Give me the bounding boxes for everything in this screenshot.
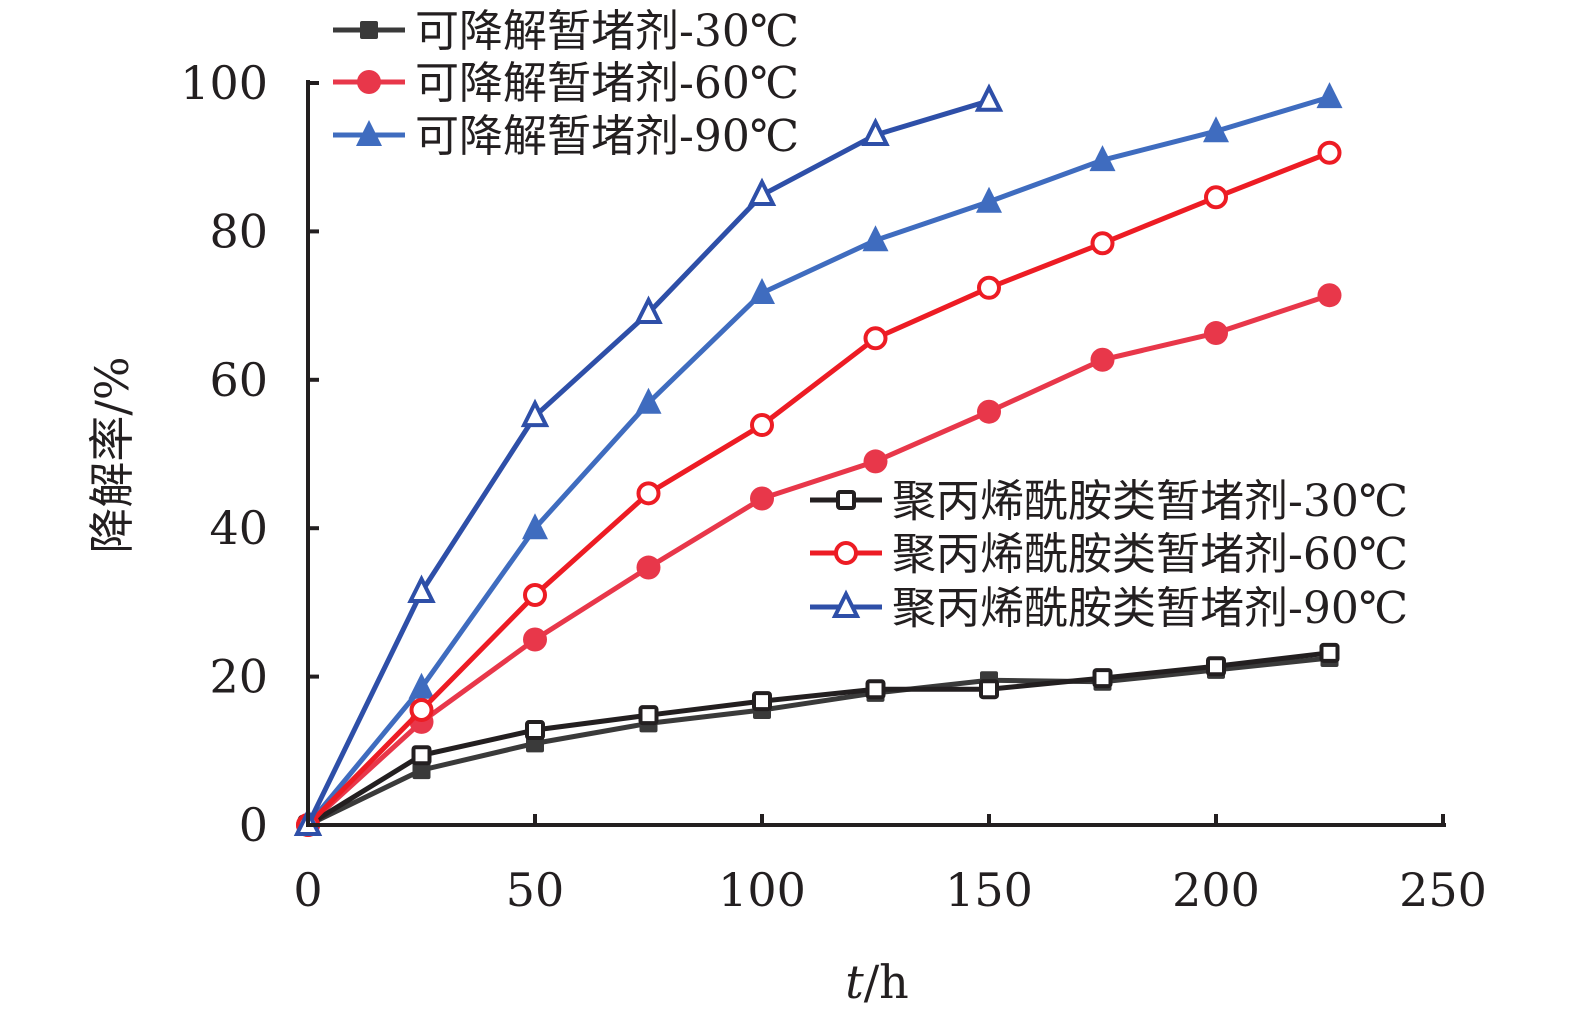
data-point-open-square bbox=[1092, 668, 1113, 689]
data-point-open-triangle bbox=[831, 589, 861, 618]
x-tick-label: 100 bbox=[718, 863, 806, 917]
data-point-filled-triangle bbox=[1089, 145, 1116, 172]
x-axis-label-unit: /h bbox=[864, 955, 909, 1009]
data-point-open-square bbox=[836, 490, 856, 510]
series-filled-triangle bbox=[295, 82, 1343, 836]
legend-item: 可降解暂堵剂-90℃ bbox=[333, 111, 799, 162]
data-point-filled-triangle bbox=[635, 387, 662, 414]
data-point-open-square bbox=[525, 720, 545, 741]
y-tick-label: 100 bbox=[180, 56, 268, 110]
data-point-open-triangle bbox=[634, 295, 663, 325]
data-point-filled-circle bbox=[863, 449, 888, 474]
data-point-filled-triangle bbox=[862, 225, 889, 252]
data-point-filled-circle bbox=[1204, 321, 1228, 346]
data-point-filled-triangle bbox=[749, 277, 775, 304]
data-point-open-circle bbox=[409, 697, 434, 722]
series-line bbox=[306, 150, 1331, 827]
data-point-open-circle bbox=[1317, 140, 1342, 165]
series-line bbox=[306, 94, 1331, 827]
x-axis-label-var: t bbox=[845, 955, 864, 1009]
legend-label: 可降解暂堵剂-60℃ bbox=[415, 58, 799, 109]
data-point-open-circle bbox=[750, 413, 774, 438]
data-point-filled-triangle bbox=[408, 672, 435, 699]
data-point-open-circle bbox=[863, 326, 888, 351]
ticks: 0 50 100 150 200 250 0 20 40 60 80 100 bbox=[180, 56, 1487, 917]
legend-label: 聚丙烯酰胺类暂堵剂-90℃ bbox=[892, 583, 1408, 634]
data-point-open-circle bbox=[834, 541, 858, 565]
x-tick-label: 0 bbox=[293, 863, 322, 917]
y-tick-label: 60 bbox=[209, 353, 268, 407]
legend-item: 可降解暂堵剂-30℃ bbox=[333, 6, 799, 57]
y-tick-label: 80 bbox=[209, 204, 268, 258]
data-point-open-square bbox=[979, 679, 999, 700]
data-point-open-square bbox=[1206, 656, 1226, 677]
data-point-open-square bbox=[752, 691, 772, 712]
data-point-filled-triangle bbox=[976, 186, 1002, 213]
data-point-filled-circle bbox=[636, 555, 661, 580]
data-point-open-circle bbox=[523, 582, 547, 607]
legend-label: 可降解暂堵剂-90℃ bbox=[415, 111, 799, 162]
data-point-filled-triangle bbox=[1316, 82, 1343, 109]
axes bbox=[306, 80, 1446, 827]
x-tick-label: 150 bbox=[945, 863, 1033, 917]
legend-item: 聚丙烯酰胺类暂堵剂-60℃ bbox=[810, 529, 1408, 580]
data-point-filled-triangle bbox=[356, 120, 382, 146]
y-tick-label: 20 bbox=[209, 650, 268, 704]
data-point-open-triangle bbox=[407, 574, 436, 604]
data-point-open-square bbox=[411, 745, 432, 766]
legend-item: 可降解暂堵剂-60℃ bbox=[333, 58, 799, 109]
series-layer bbox=[293, 82, 1343, 837]
data-point-filled-square bbox=[360, 21, 378, 39]
data-point-filled-circle bbox=[977, 399, 1001, 424]
legend-item: 聚丙烯酰胺类暂堵剂-30℃ bbox=[810, 476, 1408, 527]
series-line bbox=[306, 655, 1330, 828]
y-tick-label: 40 bbox=[209, 501, 268, 555]
x-axis-label: t/h bbox=[845, 955, 909, 1009]
series-open-triangle bbox=[293, 83, 1004, 836]
x-tick-label: 50 bbox=[506, 863, 565, 917]
data-point-open-square bbox=[865, 679, 886, 700]
data-point-filled-triangle bbox=[522, 513, 548, 540]
data-point-filled-circle bbox=[1317, 283, 1342, 308]
data-point-filled-triangle bbox=[1203, 116, 1229, 143]
data-point-filled-square bbox=[412, 761, 431, 780]
legend-label: 聚丙烯酰胺类暂堵剂-30℃ bbox=[892, 476, 1408, 527]
data-point-open-square bbox=[638, 705, 659, 726]
data-point-open-circle bbox=[636, 481, 661, 506]
data-point-filled-circle bbox=[357, 70, 381, 94]
data-point-filled-circle bbox=[750, 486, 774, 511]
data-point-filled-circle bbox=[523, 627, 547, 652]
y-tick-label: 0 bbox=[239, 798, 268, 852]
data-point-open-circle bbox=[1090, 231, 1115, 256]
series-line bbox=[306, 650, 1330, 828]
x-tick-label: 200 bbox=[1172, 863, 1260, 917]
y-axis-label: 降解率/% bbox=[85, 356, 139, 553]
series-line bbox=[306, 292, 1331, 827]
series-filled-circle bbox=[296, 283, 1342, 837]
data-point-open-triangle bbox=[974, 83, 1004, 112]
x-tick-label: 250 bbox=[1399, 863, 1487, 917]
legend-item: 聚丙烯酰胺类暂堵剂-90℃ bbox=[810, 583, 1408, 634]
data-point-open-triangle bbox=[747, 177, 777, 207]
data-point-filled-circle bbox=[1090, 347, 1115, 372]
legend-label: 可降解暂堵剂-30℃ bbox=[415, 6, 799, 57]
data-point-open-circle bbox=[977, 275, 1001, 300]
data-point-open-circle bbox=[1204, 185, 1228, 210]
legend-label: 聚丙烯酰胺类暂堵剂-60℃ bbox=[892, 529, 1408, 580]
data-point-open-triangle bbox=[861, 117, 890, 146]
data-point-open-square bbox=[1319, 642, 1340, 663]
data-point-open-triangle bbox=[520, 398, 550, 428]
